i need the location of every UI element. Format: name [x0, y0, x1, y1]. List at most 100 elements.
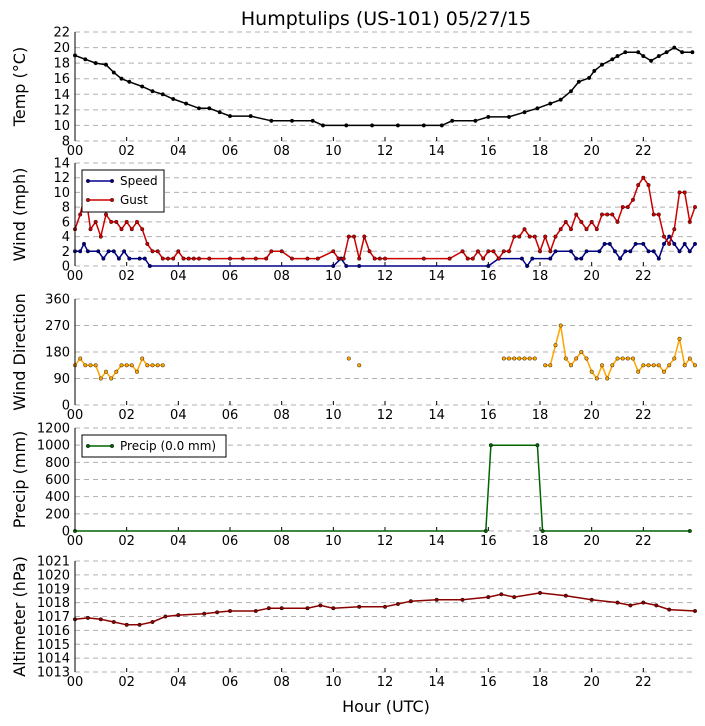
data-point	[584, 249, 589, 254]
data-point	[78, 212, 83, 217]
data-point	[150, 249, 155, 254]
x-tick-label: 04	[170, 269, 187, 284]
data-point	[290, 118, 295, 123]
data-point	[253, 609, 258, 614]
data-point	[253, 256, 258, 261]
x-tick-label: 02	[118, 675, 135, 690]
data-point	[290, 256, 295, 261]
data-point	[142, 256, 147, 261]
y-tick-label: 0	[62, 525, 70, 540]
y-tick-label: 1018	[37, 596, 70, 611]
data-point	[507, 356, 512, 361]
data-point	[563, 219, 568, 224]
data-point	[600, 62, 605, 67]
data-point	[140, 356, 145, 361]
data-point	[579, 219, 584, 224]
x-tick-label: 10	[325, 408, 342, 423]
data-point	[145, 241, 150, 246]
data-point	[78, 356, 83, 361]
data-point	[569, 89, 574, 94]
x-tick-label: 20	[583, 408, 600, 423]
data-point	[196, 106, 201, 111]
x-tick-label: 06	[222, 269, 239, 284]
data-point	[512, 595, 517, 600]
data-point	[693, 205, 698, 210]
data-point	[646, 363, 651, 368]
data-point	[227, 609, 232, 614]
data-point	[693, 609, 698, 614]
x-tick-label: 22	[635, 675, 652, 690]
data-point	[672, 241, 677, 246]
data-point	[507, 249, 512, 254]
data-point	[103, 369, 108, 374]
x-tick-label: 16	[480, 144, 497, 159]
data-point	[127, 256, 132, 261]
y-axis-label: Wind (mph)	[10, 168, 29, 262]
data-point	[623, 249, 628, 254]
data-point	[677, 249, 682, 254]
data-point	[656, 256, 661, 261]
data-point	[687, 529, 692, 534]
data-point	[122, 249, 127, 254]
data-point	[693, 363, 698, 368]
x-tick-label: 00	[67, 269, 84, 284]
x-tick-label: 18	[532, 534, 549, 549]
data-point	[628, 249, 633, 254]
data-point	[111, 70, 116, 75]
data-point	[357, 363, 362, 368]
x-tick-label: 06	[222, 534, 239, 549]
data-point	[269, 118, 274, 123]
x-tick-label: 12	[377, 269, 394, 284]
x-tick-label: 00	[67, 144, 84, 159]
data-point	[662, 369, 667, 374]
x-tick-label: 20	[583, 269, 600, 284]
data-point	[641, 363, 646, 368]
data-point	[574, 256, 579, 261]
data-point	[646, 249, 651, 254]
data-point	[499, 592, 504, 597]
y-tick-label: 1016	[37, 624, 70, 639]
y-tick-label: 1000	[37, 439, 70, 454]
data-point	[553, 249, 558, 254]
data-point	[101, 256, 106, 261]
legend-box	[81, 169, 165, 213]
data-point	[88, 227, 93, 232]
data-point	[589, 219, 594, 224]
data-point	[372, 256, 377, 261]
data-point	[519, 256, 524, 261]
data-point	[150, 620, 155, 625]
data-point	[672, 227, 677, 232]
panel-3: 0 200 400 600 800 1000 1200 00 02 04 06 08 10 12 14 16 1…	[10, 422, 695, 549]
y-tick-label: 10	[53, 186, 70, 201]
data-point	[597, 249, 602, 254]
data-point	[553, 234, 558, 239]
x-tick-label: 02	[118, 534, 135, 549]
y-tick-label: 8	[62, 201, 70, 216]
data-point	[620, 356, 625, 361]
x-tick-label: 22	[635, 144, 652, 159]
x-tick-label: 16	[480, 534, 497, 549]
data-point	[305, 256, 310, 261]
data-point	[649, 58, 654, 63]
data-point	[527, 356, 532, 361]
y-tick-label: 2	[62, 245, 70, 260]
data-point	[574, 356, 579, 361]
data-point	[134, 219, 139, 224]
x-tick-label: 02	[118, 144, 135, 159]
data-point	[346, 356, 351, 361]
data-point	[579, 256, 584, 261]
data-point	[641, 54, 646, 59]
data-point	[656, 363, 661, 368]
data-point	[202, 611, 207, 616]
data-point	[636, 183, 641, 188]
data-point	[687, 219, 692, 224]
data-point	[563, 593, 568, 598]
data-point	[227, 114, 232, 119]
data-point	[434, 597, 439, 602]
x-tick-label: 12	[377, 534, 394, 549]
data-point	[116, 256, 121, 261]
data-point	[651, 363, 656, 368]
legend-entry: Gust	[120, 193, 148, 207]
